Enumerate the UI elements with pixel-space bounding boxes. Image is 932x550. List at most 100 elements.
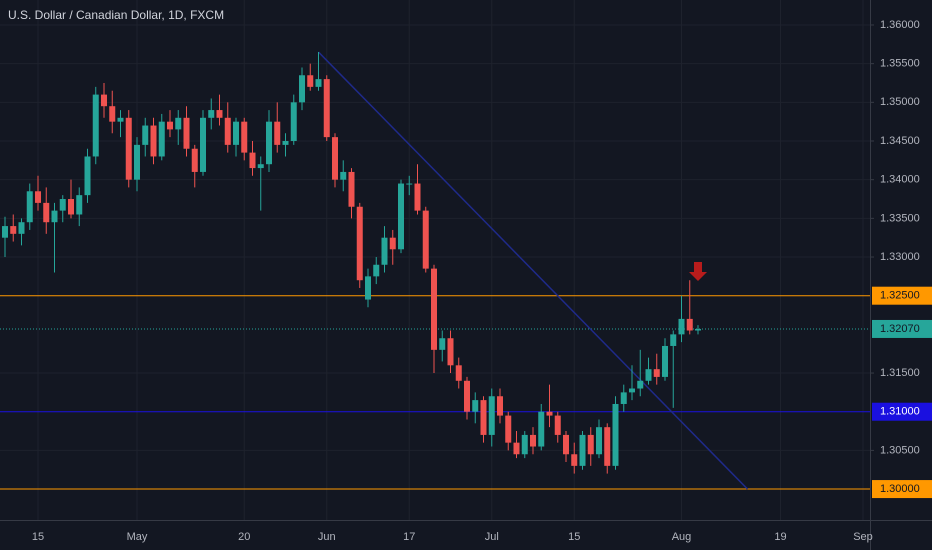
candle-body (439, 338, 446, 350)
candle-body (686, 318, 693, 331)
down-arrow (689, 262, 707, 281)
x-tick-label: 15 (568, 531, 580, 543)
candle-body (257, 164, 264, 169)
candle-body (645, 369, 652, 381)
candle-body (464, 380, 470, 412)
candle-body (92, 94, 99, 157)
candle-body (620, 392, 627, 404)
candle-body (505, 415, 512, 443)
candle-body (249, 152, 256, 169)
x-tick-label: May (127, 531, 148, 543)
candle-body (51, 210, 58, 223)
candle-body (662, 345, 668, 377)
candle-body (455, 365, 462, 381)
candle-body (332, 137, 338, 180)
candle-body (695, 328, 701, 331)
candle-body (18, 222, 25, 234)
candle-body (266, 121, 272, 165)
candle-body (167, 121, 173, 130)
candle-body (59, 199, 66, 211)
candle-body (2, 226, 8, 238)
candle-body (422, 210, 429, 269)
candle-body (513, 442, 520, 455)
level-label: 1.32500 (880, 290, 920, 302)
candle-body (414, 183, 421, 211)
y-tick-label: 1.30500 (880, 444, 920, 456)
x-tick-label: Jun (318, 531, 336, 543)
candle-body (241, 121, 248, 153)
candle-body (191, 148, 198, 172)
candle-body (587, 434, 594, 455)
candle-body (596, 427, 602, 455)
candle-body (670, 334, 677, 346)
candle-body (43, 202, 50, 223)
y-tick-label: 1.33000 (880, 251, 920, 263)
chart-title: U.S. Dollar / Canadian Dollar, 1D, FXCM (8, 8, 224, 22)
candle-body (472, 400, 479, 412)
level-label: 1.31000 (880, 406, 920, 418)
candle-body (373, 264, 380, 277)
candle-body (109, 106, 116, 122)
x-tick-label: Sep (853, 531, 873, 543)
candle-body (546, 411, 553, 416)
candle-body (612, 403, 619, 466)
candle-body (117, 117, 124, 122)
candle-body (579, 434, 586, 466)
trendline (317, 51, 749, 490)
candle-body (216, 110, 223, 118)
level-label: 1.30000 (880, 483, 920, 495)
level-label-box (872, 480, 932, 499)
candle-body (274, 121, 281, 145)
candle-body (604, 427, 611, 466)
y-tick-label: 1.34000 (880, 174, 920, 186)
x-tick-label: 20 (238, 531, 250, 543)
candle-body (125, 117, 132, 180)
candle-body (365, 276, 371, 300)
candle-body (447, 338, 454, 366)
y-tick-label: 1.31500 (880, 367, 920, 379)
candle-body (10, 226, 17, 234)
candle-body (381, 237, 388, 265)
candle-body (480, 400, 487, 435)
candle-body (175, 117, 182, 130)
candle-body (233, 121, 239, 145)
candle-body (134, 144, 140, 180)
candle-body (200, 117, 206, 172)
candle-body (488, 396, 495, 435)
y-tick-label: 1.35000 (880, 96, 920, 108)
candle-body (497, 396, 503, 416)
x-tick-label: Aug (672, 531, 692, 543)
y-tick-label: 1.33500 (880, 212, 920, 224)
candle-body (208, 110, 215, 118)
candle-body (348, 171, 355, 207)
candle-body (150, 125, 157, 157)
candle-body (26, 191, 33, 223)
y-tick-label: 1.35500 (880, 58, 920, 70)
level-label-box (872, 402, 932, 421)
candle-body (431, 268, 437, 350)
x-tick-label: 15 (32, 531, 44, 543)
candle-body (142, 125, 149, 145)
candle-body (307, 75, 314, 87)
y-tick-label: 1.34500 (880, 135, 920, 147)
candle-body (183, 117, 190, 149)
candle-body (653, 369, 660, 377)
candle-body (389, 237, 396, 250)
last-price-label: 1.32070 (880, 323, 920, 335)
x-tick-label: Jul (485, 531, 499, 543)
x-tick-label: 19 (774, 531, 786, 543)
candle-body (299, 75, 305, 103)
candle-body (356, 206, 363, 281)
candle-body (84, 156, 91, 196)
candle-body (76, 195, 83, 215)
candle-body (554, 415, 561, 435)
candle-body (530, 434, 536, 447)
candle-body (563, 434, 569, 455)
candle-body (282, 141, 289, 145)
candle-body (406, 183, 413, 185)
candle-body (340, 171, 347, 180)
candle-body (637, 380, 644, 389)
candle-body (398, 183, 404, 250)
